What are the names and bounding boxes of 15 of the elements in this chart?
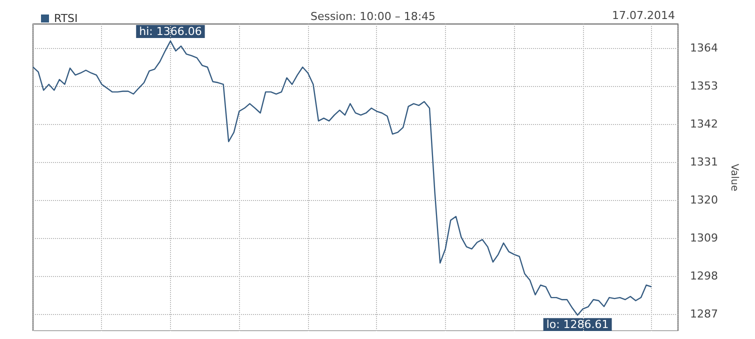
- y-tick-label: 1364: [690, 42, 718, 55]
- y-tick-label: 1331: [690, 155, 718, 168]
- y-axis-title: Value: [728, 164, 740, 192]
- legend-label: RTSI: [54, 12, 78, 25]
- y-tick-label: 1353: [690, 80, 718, 93]
- chart-subtitle: Session: 10:00 – 18:45: [310, 10, 436, 23]
- annotation: hi: 1366.06: [139, 25, 202, 38]
- text: 17.07.2014: [612, 9, 676, 22]
- y-tick-label: 1342: [690, 118, 718, 131]
- y-tick-label: 1309: [690, 231, 718, 244]
- y-tick-label: 1298: [690, 269, 718, 282]
- y-tick-label: 1320: [690, 193, 718, 206]
- annotation: lo: 1286.61: [546, 318, 609, 332]
- y-tick-label: 1287: [690, 307, 718, 320]
- line-series: [32, 40, 652, 316]
